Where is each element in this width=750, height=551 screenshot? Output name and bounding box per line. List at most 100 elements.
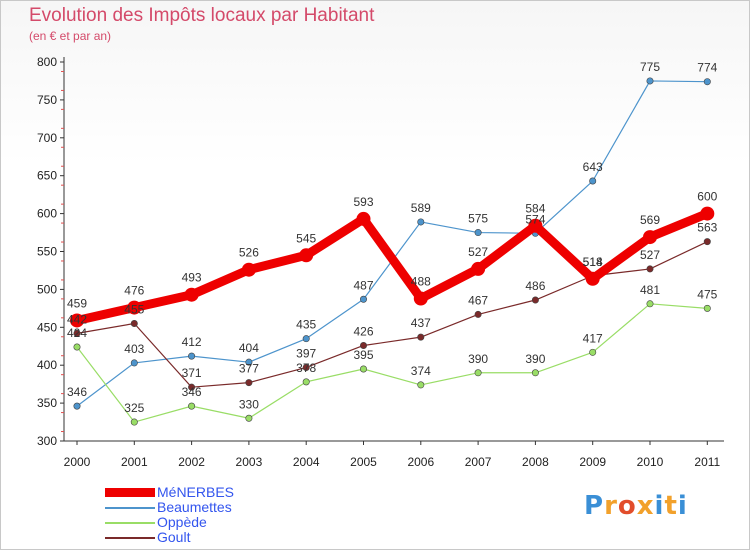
- data-label-menerbes: 569: [640, 213, 660, 227]
- legend-swatch: [105, 507, 155, 509]
- series-line-oppede: [76, 303, 708, 423]
- data-point-beaumettes: [417, 218, 425, 226]
- data-point-oppede: [130, 418, 138, 426]
- legend-label: Beaumettes: [157, 499, 232, 515]
- proxiti-logo: Proxiti: [584, 491, 688, 521]
- data-label-goult: 455: [124, 303, 144, 317]
- data-label-beaumettes: 404: [239, 341, 259, 355]
- data-point-beaumettes: [703, 78, 711, 86]
- x-tick-label: 2004: [293, 455, 320, 469]
- data-label-beaumettes: 346: [67, 385, 87, 399]
- x-tick-label: 2007: [465, 455, 492, 469]
- data-point-beaumettes: [188, 352, 196, 360]
- logo-letter: r: [604, 491, 618, 521]
- data-label-menerbes: 493: [182, 271, 202, 285]
- logo-letter: t: [664, 491, 678, 521]
- data-point-goult: [73, 329, 81, 337]
- data-label-beaumettes: 403: [124, 342, 144, 356]
- data-label-beaumettes: 574: [525, 212, 545, 226]
- data-label-menerbes: 545: [296, 231, 316, 245]
- data-label-beaumettes: 774: [697, 61, 717, 75]
- data-point-beaumettes: [646, 77, 654, 85]
- x-tick-label: 2010: [637, 455, 664, 469]
- data-point-oppede: [646, 300, 654, 308]
- y-tick-label: 750: [37, 93, 57, 107]
- data-label-oppede: 417: [583, 331, 603, 345]
- y-tick-label: 550: [37, 245, 57, 259]
- legend-swatch: [105, 537, 155, 539]
- data-label-oppede: 325: [124, 401, 144, 415]
- legend-item-beaumettes: Beaumettes: [105, 499, 305, 515]
- data-label-menerbes: 476: [124, 284, 144, 298]
- logo-letter: i: [677, 491, 688, 521]
- logo-letter: x: [636, 491, 655, 521]
- logo-letter: o: [617, 491, 637, 521]
- legend-label: Oppède: [157, 514, 207, 530]
- data-label-beaumettes: 487: [353, 278, 373, 292]
- data-label-menerbes: 514: [583, 255, 603, 269]
- data-point-menerbes: [299, 248, 314, 263]
- data-point-menerbes: [585, 271, 600, 286]
- legend-swatch: [105, 488, 155, 497]
- x-tick-label: 2000: [64, 455, 91, 469]
- data-label-oppede: 395: [353, 348, 373, 362]
- data-label-oppede: 346: [182, 385, 202, 399]
- data-label-beaumettes: 643: [583, 160, 603, 174]
- data-label-beaumettes: 412: [182, 335, 202, 349]
- legend-label: MéNERBES: [157, 484, 235, 500]
- data-point-goult: [302, 363, 310, 371]
- data-point-oppede: [474, 369, 482, 377]
- data-point-menerbes: [241, 262, 256, 277]
- data-label-goult: 527: [640, 248, 660, 262]
- data-label-menerbes: 600: [697, 190, 717, 204]
- data-label-oppede: 374: [411, 364, 431, 378]
- data-label-goult: 437: [411, 316, 431, 330]
- data-label-beaumettes: 435: [296, 318, 316, 332]
- data-label-beaumettes: 575: [468, 212, 488, 226]
- logo-letter: P: [584, 491, 605, 521]
- data-label-menerbes: 459: [67, 296, 87, 310]
- y-tick-label: 600: [37, 207, 57, 221]
- legend-label: Goult: [157, 529, 191, 545]
- y-tick-label: 650: [37, 169, 57, 183]
- data-label-oppede: 475: [697, 287, 717, 301]
- x-tick-label: 2001: [121, 455, 148, 469]
- data-label-beaumettes: 775: [640, 60, 660, 74]
- data-point-beaumettes: [474, 229, 482, 237]
- data-label-goult: 467: [468, 293, 488, 307]
- data-point-oppede: [302, 378, 310, 386]
- data-label-goult: 442: [67, 312, 87, 326]
- data-label-goult: 371: [182, 366, 202, 380]
- legend-item-menerbes: MéNERBES: [105, 484, 305, 500]
- y-tick-label: 700: [37, 131, 57, 145]
- y-tick-label: 500: [37, 282, 57, 296]
- data-label-menerbes: 526: [239, 246, 259, 260]
- chart-legend: MéNERBES Beaumettes Oppède Goult: [105, 484, 305, 545]
- data-point-oppede: [188, 402, 196, 410]
- data-point-beaumettes: [302, 335, 310, 343]
- data-point-beaumettes: [73, 402, 81, 410]
- logo-letter: i: [654, 491, 665, 521]
- data-point-goult: [245, 379, 253, 387]
- data-label-goult: 518: [583, 255, 603, 269]
- data-point-menerbes: [471, 261, 486, 276]
- series-line-menerbes: [76, 209, 710, 325]
- data-point-menerbes: [127, 300, 142, 315]
- data-point-beaumettes: [359, 295, 367, 303]
- data-point-goult: [531, 296, 539, 304]
- data-label-menerbes: 527: [468, 245, 488, 259]
- x-tick-label: 2005: [350, 455, 377, 469]
- y-tick-label: 450: [37, 320, 57, 334]
- x-tick-label: 2008: [522, 455, 549, 469]
- data-point-goult: [417, 333, 425, 341]
- data-point-menerbes: [413, 291, 428, 306]
- data-label-oppede: 424: [67, 326, 87, 340]
- x-tick-label: 2002: [178, 455, 205, 469]
- series-line-beaumettes: [76, 80, 708, 407]
- data-point-oppede: [73, 343, 81, 351]
- data-point-oppede: [531, 369, 539, 377]
- data-label-goult: 563: [697, 221, 717, 235]
- data-point-goult: [474, 310, 482, 318]
